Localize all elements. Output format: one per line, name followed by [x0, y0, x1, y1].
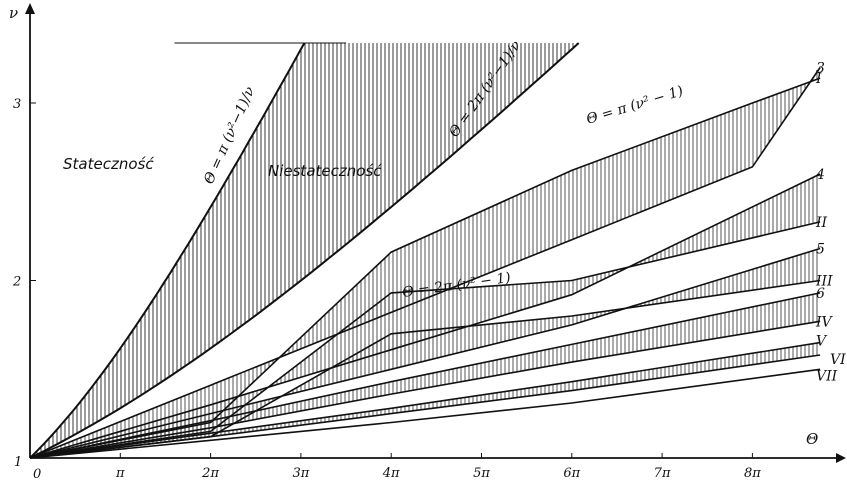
x-tick-label: 5π [473, 466, 490, 481]
boundary-curve-2pi [29, 42, 580, 459]
x-tick-label: 8π [744, 466, 761, 481]
series-line-ii [29, 221, 821, 459]
curve-label-vi: VI [830, 352, 846, 368]
x-axis-title: Θ [806, 430, 818, 448]
unstable-band [30, 174, 821, 458]
x-tick-label: 4π [382, 466, 400, 481]
series-lines [29, 67, 821, 459]
series-line-vii [29, 368, 821, 459]
curve-label-i: I [815, 71, 822, 87]
series-line-vi [29, 354, 821, 459]
curve-label-ii: II [815, 215, 828, 231]
series-line-v [29, 341, 821, 459]
x-axis-arrow-icon [836, 453, 846, 463]
x-tick-label: 2π [201, 466, 219, 481]
y-axis-title: ν [9, 4, 18, 22]
curve-label-iv: IV [815, 314, 834, 330]
unstable-region-main [30, 43, 579, 458]
curve-label-iii: III [815, 274, 833, 290]
curve-label-3: 3 [816, 61, 825, 77]
unstable-band [30, 67, 821, 458]
series-line-3 [29, 67, 821, 459]
series-line-i [29, 77, 821, 459]
boundary-curves [29, 42, 580, 459]
axis-ticks: π 2π 3π 4π 5π 6π 7π 8π 2 3 [12, 97, 761, 481]
series-line-6 [29, 292, 821, 459]
y-axis-arrow-icon [25, 3, 35, 14]
series-line-4 [29, 173, 821, 459]
series-line-5 [29, 247, 821, 459]
origin-x-label: 0 [33, 467, 41, 482]
y-tick-label: 2 [12, 275, 21, 290]
x-tick-label: π [115, 466, 125, 481]
origin-y-label: 1 [14, 455, 22, 470]
stable-region-label: Stateczność [63, 155, 154, 173]
curve-label-6: 6 [816, 286, 825, 302]
formula-curve-pi: Θ = π (ν² − 1) [584, 83, 685, 128]
y-tick-label: 3 [13, 97, 21, 112]
curve-label-4: 4 [815, 167, 825, 183]
unstable-region-label: Niestateczność [268, 162, 382, 180]
series-line-iv [29, 320, 821, 459]
unstable-band [30, 248, 821, 458]
x-tick-label: 6π [563, 466, 580, 481]
boundary-curve-pi [29, 42, 306, 459]
curve-label-5: 5 [816, 242, 825, 258]
curve-label-vii: VII [816, 368, 838, 384]
curve-label-v: V [816, 334, 828, 350]
x-tick-label: 3π [292, 466, 309, 481]
x-tick-label: 7π [654, 466, 671, 481]
